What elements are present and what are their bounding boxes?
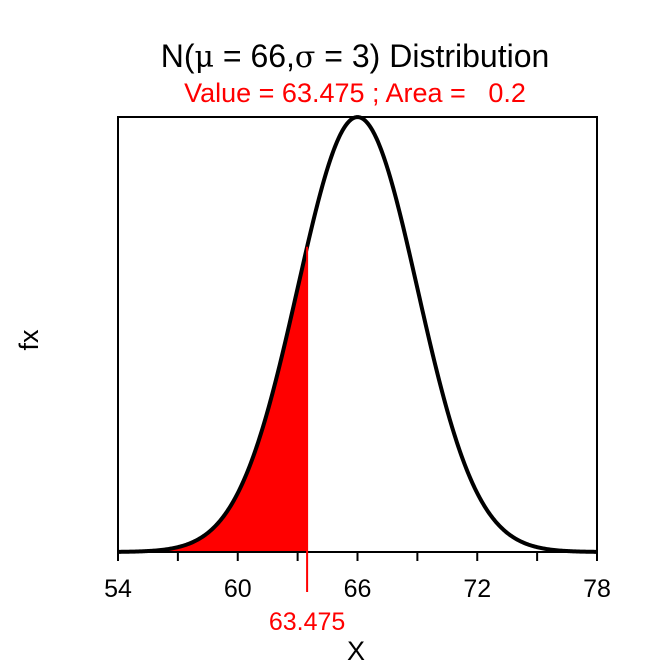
y-axis-label: fx (14, 329, 44, 351)
chart-title: N(μ = 66,σ = 3) Distribution (161, 38, 550, 75)
x-axis-ticks (117, 552, 598, 561)
x-tick-label: 78 (583, 575, 611, 603)
plot-frame (117, 116, 598, 552)
x-tick-label: 72 (463, 575, 491, 603)
x-axis-tick-labels: 54 60 66 72 78 (104, 575, 611, 603)
x-axis-label: X (347, 636, 365, 666)
shaded-area (118, 246, 308, 553)
density-curve (117, 115, 598, 554)
x-tick-label: 66 (344, 575, 372, 603)
value-marker-label: 63.475 (269, 608, 345, 636)
x-tick-label: 54 (104, 575, 132, 603)
chart-subtitle: Value = 63.475 ; Area = 0.2 (184, 78, 526, 108)
x-tick-label: 60 (224, 575, 252, 603)
